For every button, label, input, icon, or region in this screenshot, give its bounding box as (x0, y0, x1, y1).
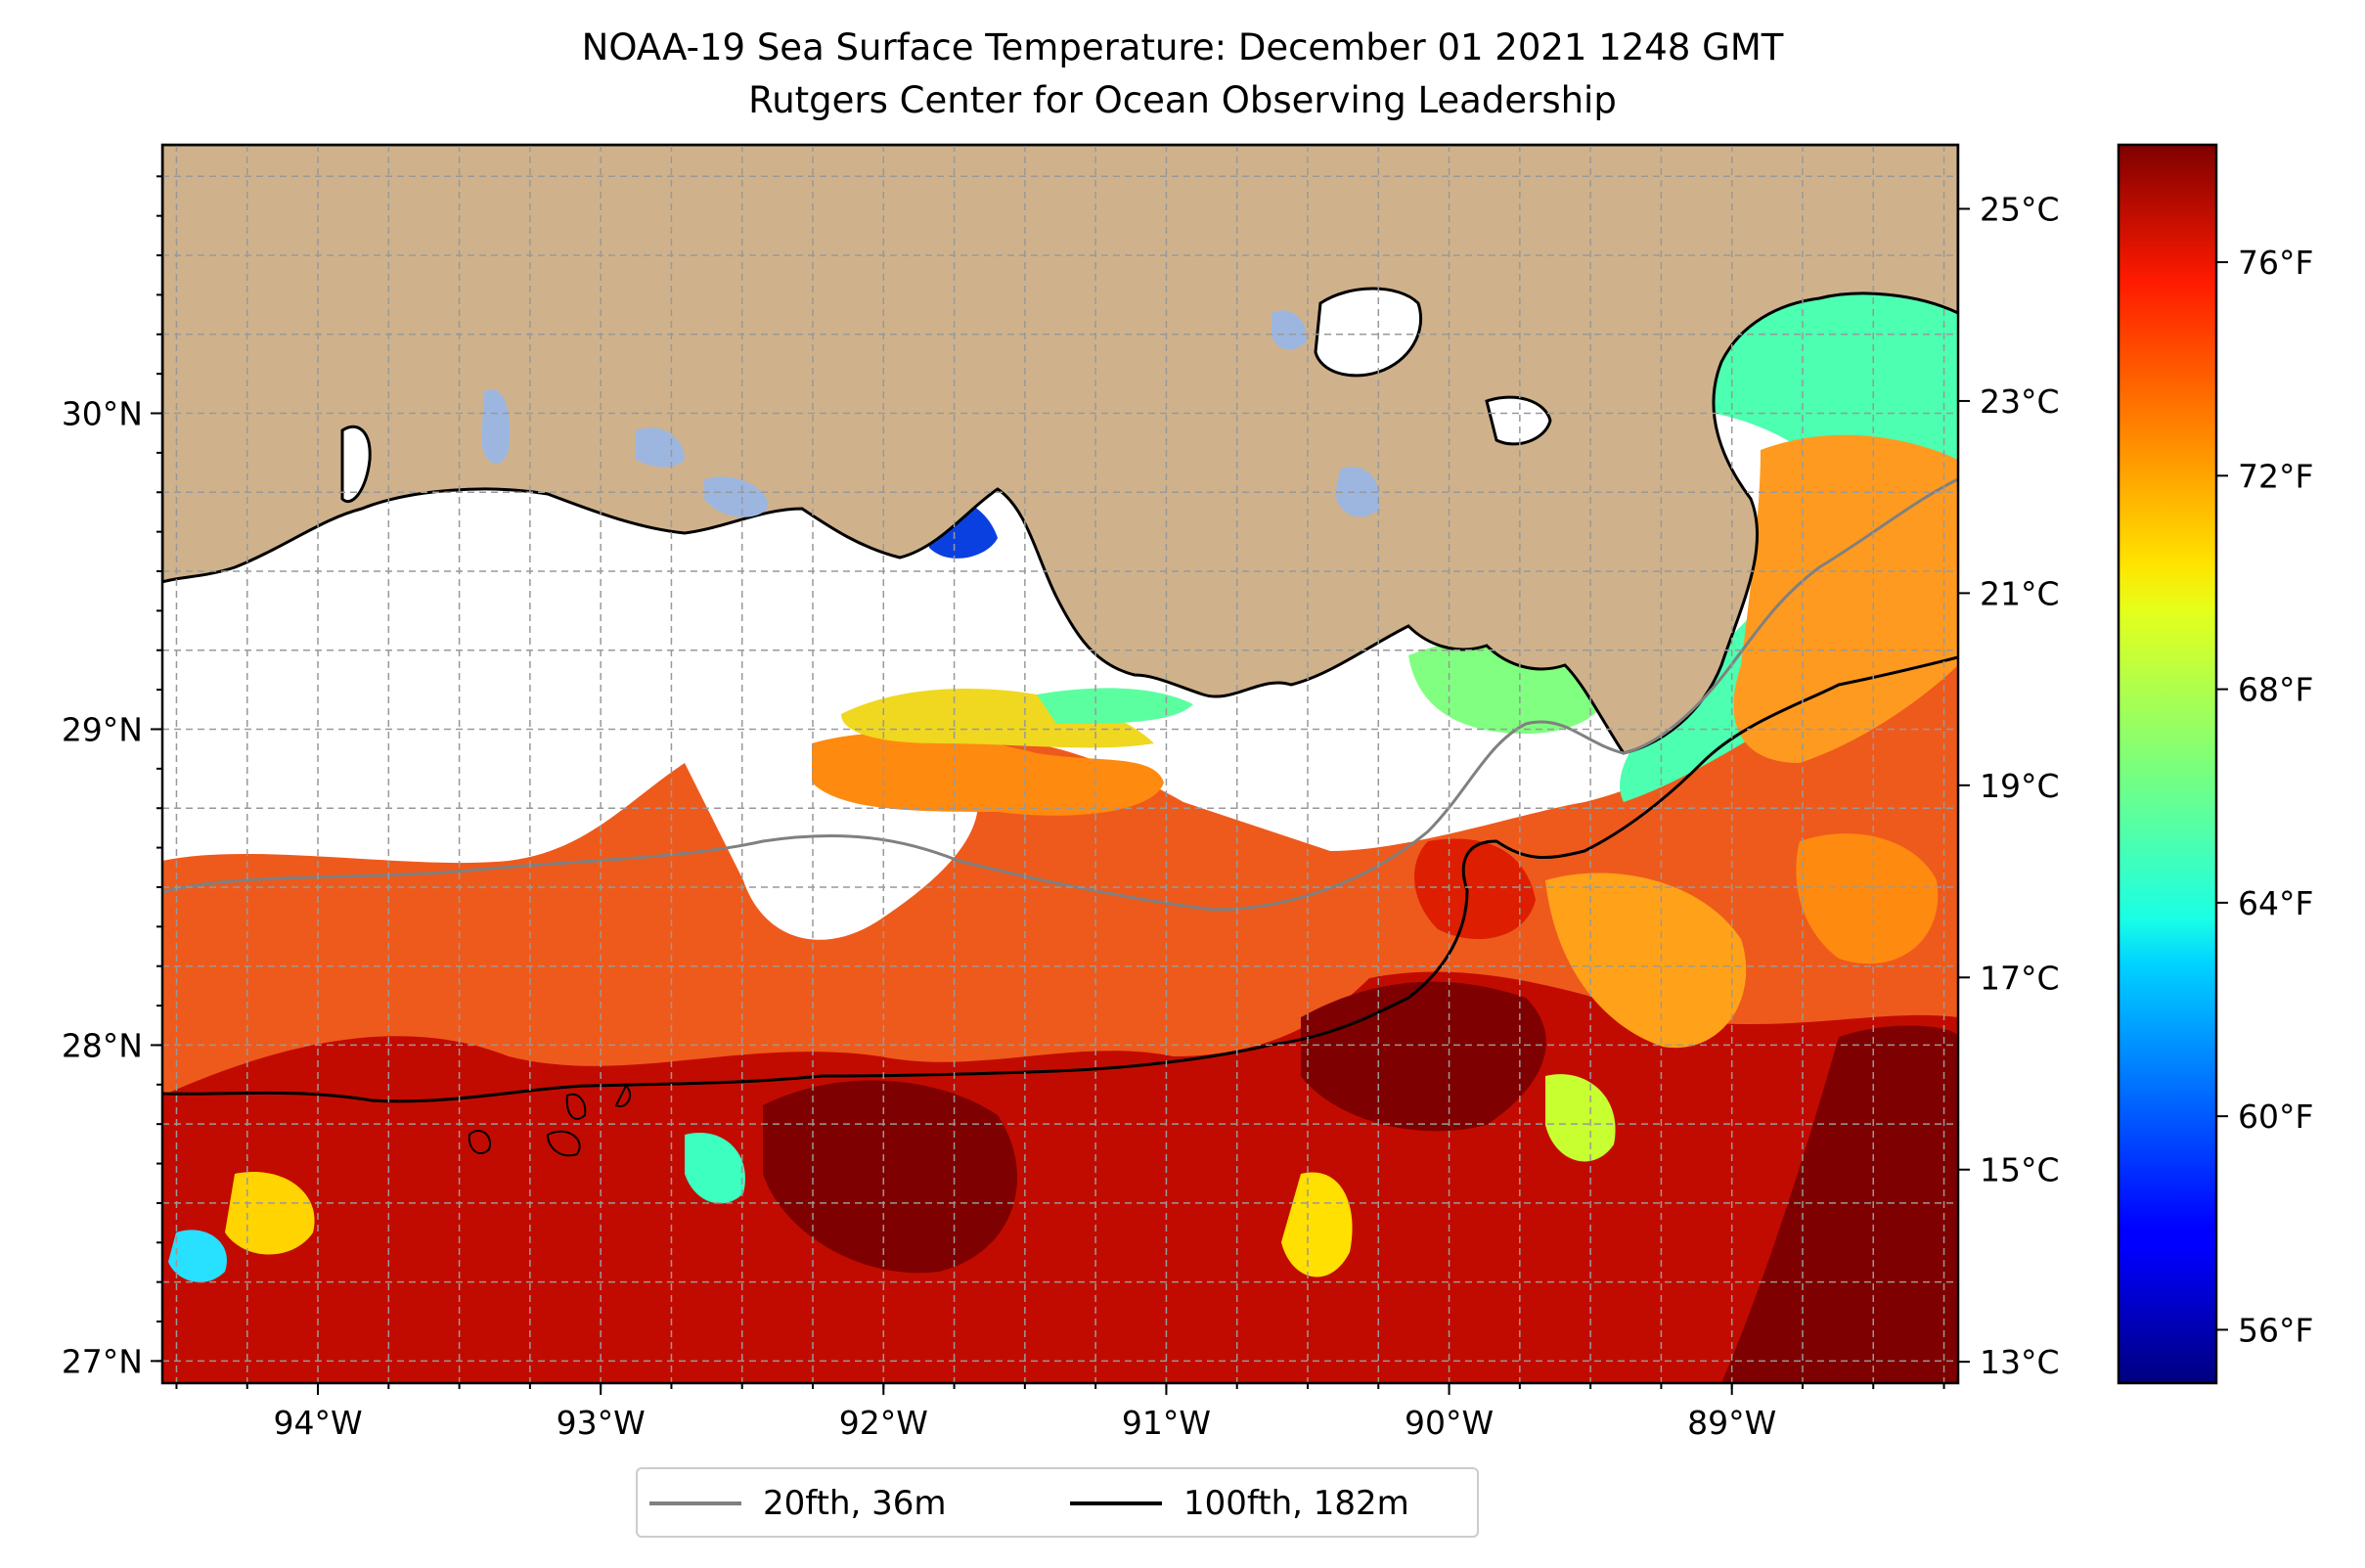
cbar-c-label: 17°C (1980, 959, 2060, 997)
legend-label-100fth: 100fth, 182m (1183, 1484, 1409, 1523)
legend-item-100fth: 100fth, 182m (1070, 1483, 1409, 1524)
legend: 20fth, 36m 100fth, 182m (636, 1467, 1479, 1538)
cbar-f-label: 72°F (2238, 457, 2313, 495)
cbar-c-label: 13°C (1980, 1343, 2060, 1381)
cbar-c-label: 25°C (1980, 190, 2060, 228)
cbar-f-label: 60°F (2238, 1098, 2313, 1136)
cbar-f-label: 64°F (2238, 884, 2313, 922)
colorbar (2117, 143, 2218, 1385)
lon-tick-label: 94°W (273, 1404, 362, 1442)
lon-tick-label: 93°W (557, 1404, 646, 1442)
lon-tick-label: 90°W (1405, 1404, 1494, 1442)
isobath-20fth (162, 477, 1958, 912)
legend-item-20fth: 20fth, 36m (649, 1483, 947, 1524)
cbar-f-label: 76°F (2238, 244, 2313, 282)
cbar-c-label: 15°C (1980, 1151, 2060, 1189)
shelf-bank-contours (468, 1084, 632, 1157)
map-area (162, 145, 1958, 1383)
cbar-c-label: 23°C (1980, 382, 2060, 421)
lat-tick-label: 27°N (62, 1342, 143, 1380)
lon-tick-label: 92°W (839, 1404, 928, 1442)
lon-tick-label: 91°W (1122, 1404, 1211, 1442)
isobath-100fth (162, 655, 1958, 1103)
colorbar-ticks: 56°F 60°F 64°F 68°F 72°F 76°F 13°C 15°C 17°C 19°C… (1958, 190, 2313, 1381)
gridlines (162, 145, 1958, 1383)
cbar-f-label: 68°F (2238, 671, 2313, 709)
map-ticks: 94°W 93°W 92°W 91°W 90°W 89°W 27°N 28°N 29°N 30°N (62, 175, 1945, 1442)
lat-tick-label: 28°N (62, 1026, 143, 1064)
land (162, 145, 1958, 755)
lat-tick-label: 29°N (62, 710, 143, 748)
map-frame (160, 143, 1960, 1385)
cbar-c-label: 19°C (1980, 767, 2060, 805)
title-line-1: NOAA-19 Sea Surface Temperature: Decembe… (581, 26, 1784, 68)
lat-tick-label: 30°N (62, 395, 143, 433)
legend-swatch-100fth (1070, 1501, 1162, 1505)
cbar-c-label: 21°C (1980, 574, 2060, 612)
inland-lakes (340, 287, 1552, 517)
lon-tick-label: 89°W (1687, 1404, 1776, 1442)
legend-swatch-20fth (649, 1501, 741, 1505)
sst-field (162, 646, 1958, 1383)
title-line-2: Rutgers Center for Ocean Observing Leade… (748, 79, 1617, 121)
cbar-f-label: 56°F (2238, 1311, 2313, 1349)
legend-label-20fth: 20fth, 36m (763, 1484, 947, 1523)
